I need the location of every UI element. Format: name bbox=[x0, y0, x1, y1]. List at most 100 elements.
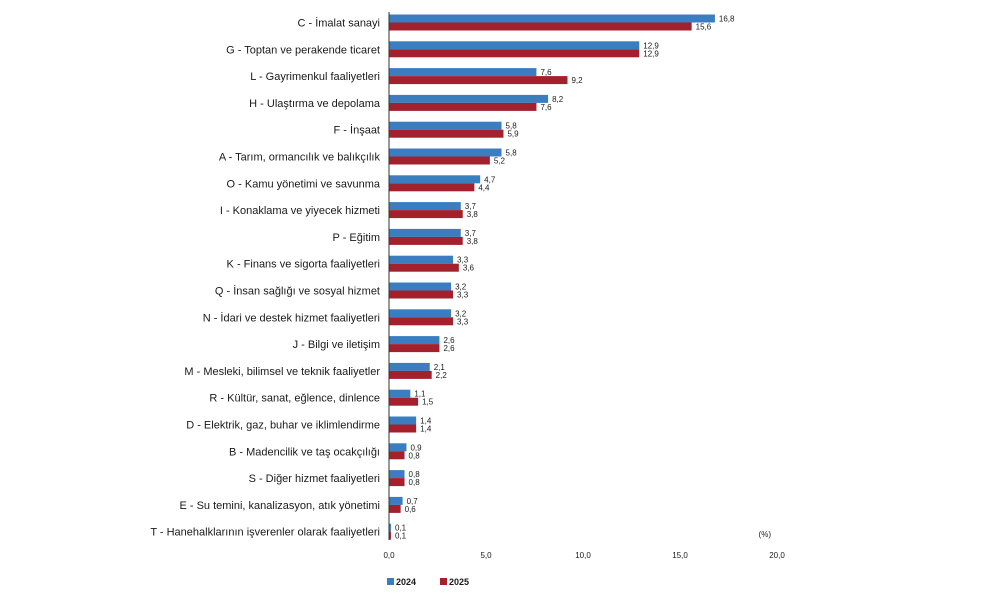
category-row: C - İmalat sanayi 16,8 15,6 bbox=[297, 14, 735, 32]
x-tick-label: 20,0 bbox=[769, 551, 785, 560]
legend: 2024 2025 bbox=[387, 577, 469, 587]
data-label-2025: 3,3 bbox=[457, 317, 469, 326]
category-row: N - İdari ve destek hizmet faaliyetleri 3… bbox=[203, 309, 469, 326]
data-label-2024: 8,2 bbox=[552, 95, 564, 104]
legend-swatch-2024 bbox=[387, 578, 394, 585]
category-row: I - Konaklama ve yiyecek hizmeti 3,73,8 bbox=[220, 202, 479, 219]
data-label-2024: 4,7 bbox=[484, 175, 496, 184]
data-label-2024: 12,9 bbox=[643, 41, 659, 50]
bar-2025 bbox=[389, 263, 459, 272]
data-label-2024: 7,6 bbox=[540, 68, 552, 77]
bar-2024 bbox=[389, 336, 440, 345]
category-label: N - İdari ve destek hizmet faaliyetleri bbox=[203, 311, 380, 324]
category-label: L - Gayrimenkul faaliyetleri bbox=[250, 71, 380, 83]
data-label-2024: 2,1 bbox=[434, 363, 446, 372]
category-row: D - Elektrik, gaz, buhar ve iklimlendirm… bbox=[186, 416, 432, 434]
category-row: T - Hanehalklarının işverenler olarak fa… bbox=[150, 523, 407, 541]
bar-2025 bbox=[389, 424, 417, 433]
data-label-2025: 0,8 bbox=[409, 451, 421, 460]
bar-2025 bbox=[389, 478, 405, 487]
data-label-2025: 3,6 bbox=[463, 264, 475, 273]
category-row: A - Tarım, ormancılık ve balıkçılık 5,85,… bbox=[219, 148, 518, 166]
bar-2024 bbox=[389, 362, 430, 371]
bar-2024 bbox=[389, 228, 461, 237]
bar-2025 bbox=[389, 156, 490, 165]
category-row: R - Kültür, sanat, eğlence, dinlence 1,11… bbox=[209, 389, 434, 407]
category-label: Q - İnsan sağlığı ve sosyal hizmet bbox=[215, 285, 380, 298]
unit-label: (%) bbox=[759, 530, 772, 539]
data-label-2024: 3,7 bbox=[465, 202, 477, 211]
data-label-2025: 5,2 bbox=[494, 157, 506, 166]
bar-2024 bbox=[389, 41, 640, 50]
data-label-2024: 0,8 bbox=[409, 470, 421, 479]
data-label-2024: 5,8 bbox=[506, 122, 518, 131]
bar-2024 bbox=[389, 389, 411, 398]
category-label: P - Eğitim bbox=[333, 232, 380, 244]
legend-label-2024: 2024 bbox=[396, 577, 416, 587]
bar-2025 bbox=[389, 397, 419, 406]
data-label-2024: 0,9 bbox=[410, 443, 422, 452]
bar-2025 bbox=[389, 22, 692, 31]
bars-layer: C - İmalat sanayi 16,8 15,6 G - Toptan ve p… bbox=[150, 14, 735, 541]
x-tick-label: 5,0 bbox=[480, 551, 492, 560]
bar-2025 bbox=[389, 76, 568, 85]
bar-2025 bbox=[389, 344, 440, 353]
data-label-2025: 15,6 bbox=[696, 23, 712, 32]
bar-2024 bbox=[389, 309, 452, 318]
category-label: S - Diğer hizmet faaliyetleri bbox=[249, 473, 380, 485]
category-label: H - Ulaştırma ve depolama bbox=[249, 98, 381, 110]
data-label-2024: 2,6 bbox=[443, 336, 455, 345]
bar-2025 bbox=[389, 49, 640, 58]
bar-2024 bbox=[389, 202, 461, 211]
bar-2024 bbox=[389, 416, 417, 425]
bar-2024 bbox=[389, 255, 454, 264]
category-label: I - Konaklama ve yiyecek hizmeti bbox=[220, 205, 380, 217]
category-label: G - Toptan ve perakende ticaret bbox=[226, 44, 380, 56]
category-label: F - İnşaat bbox=[334, 124, 380, 137]
data-label-2025: 0,8 bbox=[409, 478, 421, 487]
data-label-2025: 1,4 bbox=[420, 425, 432, 434]
data-label-2024: 0,1 bbox=[395, 524, 407, 533]
bar-2025 bbox=[389, 370, 432, 379]
bar-2025 bbox=[389, 129, 504, 138]
category-row: B - Madencilik ve taş ocakçılığı 0,90,8 bbox=[229, 443, 422, 460]
category-label: D - Elektrik, gaz, buhar ve iklimlendirm… bbox=[186, 420, 380, 432]
data-label-2025: 1,5 bbox=[422, 398, 434, 407]
data-label-2025: 2,6 bbox=[443, 344, 455, 353]
data-label-2024: 3,2 bbox=[455, 309, 467, 318]
bar-2024 bbox=[389, 94, 549, 103]
data-label-2024: 1,1 bbox=[414, 390, 426, 399]
category-row: Q - İnsan sağlığı ve sosyal hizmet 3,23,3 bbox=[215, 282, 469, 300]
bar-2024 bbox=[389, 470, 405, 479]
category-row: H - Ulaştırma ve depolama 8,27,6 bbox=[249, 94, 564, 112]
category-label: R - Kültür, sanat, eğlence, dinlence bbox=[209, 393, 380, 405]
data-label-2025: 3,8 bbox=[467, 210, 479, 219]
category-label: E - Su temini, kanalizasyon, atık yöneti… bbox=[179, 500, 380, 512]
category-row: K - Finans ve sigorta faaliyetleri 3,33,6 bbox=[227, 255, 475, 273]
bar-2025 bbox=[389, 531, 391, 540]
data-label-2025: 4,4 bbox=[478, 183, 490, 192]
bar-2024 bbox=[389, 14, 715, 23]
category-label: T - Hanehalklarının işverenler olarak fa… bbox=[150, 527, 380, 539]
category-row: O - Kamu yönetimi ve savunma 4,74,4 bbox=[227, 175, 496, 192]
data-label-2025: 9,2 bbox=[571, 76, 583, 85]
legend-swatch-2025 bbox=[440, 578, 447, 585]
data-label-2025: 12,9 bbox=[643, 49, 659, 58]
data-label-2025: 3,8 bbox=[467, 237, 479, 246]
category-row: F - İnşaat 5,85,9 bbox=[334, 121, 519, 139]
data-label-2025: 0,6 bbox=[405, 505, 417, 514]
bar-2025 bbox=[389, 504, 401, 513]
category-label: C - İmalat sanayi bbox=[297, 17, 380, 30]
category-label: K - Finans ve sigorta faaliyetleri bbox=[227, 259, 380, 271]
category-row: L - Gayrimenkul faaliyetleri 7,6 9,2 bbox=[250, 68, 583, 85]
bar-2024 bbox=[389, 148, 502, 157]
category-row: J - Bilgi ve iletişim 2,62,6 bbox=[293, 336, 455, 353]
bar-2025 bbox=[389, 290, 454, 299]
data-label-2024: 5,8 bbox=[506, 149, 518, 158]
x-axis-ticks: 0,0 5,0 10,0 15,0 20,0 bbox=[383, 551, 785, 560]
bar-2024 bbox=[389, 121, 502, 130]
bar-2025 bbox=[389, 210, 463, 219]
data-label-2024: 0,7 bbox=[407, 497, 419, 506]
legend-label-2025: 2025 bbox=[449, 577, 469, 587]
